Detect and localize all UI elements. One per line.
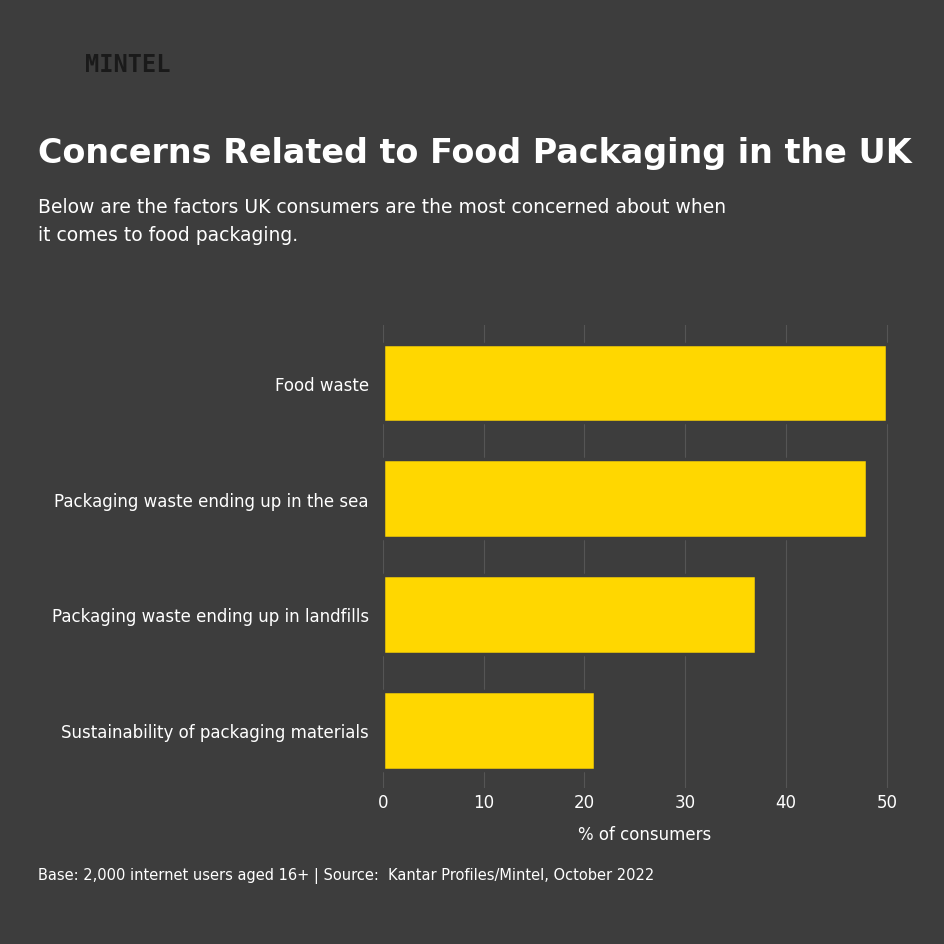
X-axis label: % of consumers: % of consumers [578,825,711,843]
Bar [382,345,886,423]
Text: Below are the factors UK consumers are the most concerned about when
it comes to: Below are the factors UK consumers are t… [38,198,725,245]
Bar [382,460,866,538]
Text: MINTEL: MINTEL [85,53,170,76]
Text: Base: 2,000 internet users aged 16+ | Source:  Kantar Profiles/Mintel, October 2: Base: 2,000 internet users aged 16+ | So… [38,867,653,883]
Bar [382,691,594,769]
Text: Concerns Related to Food Packaging in the UK: Concerns Related to Food Packaging in th… [38,137,910,170]
Bar [382,576,755,654]
